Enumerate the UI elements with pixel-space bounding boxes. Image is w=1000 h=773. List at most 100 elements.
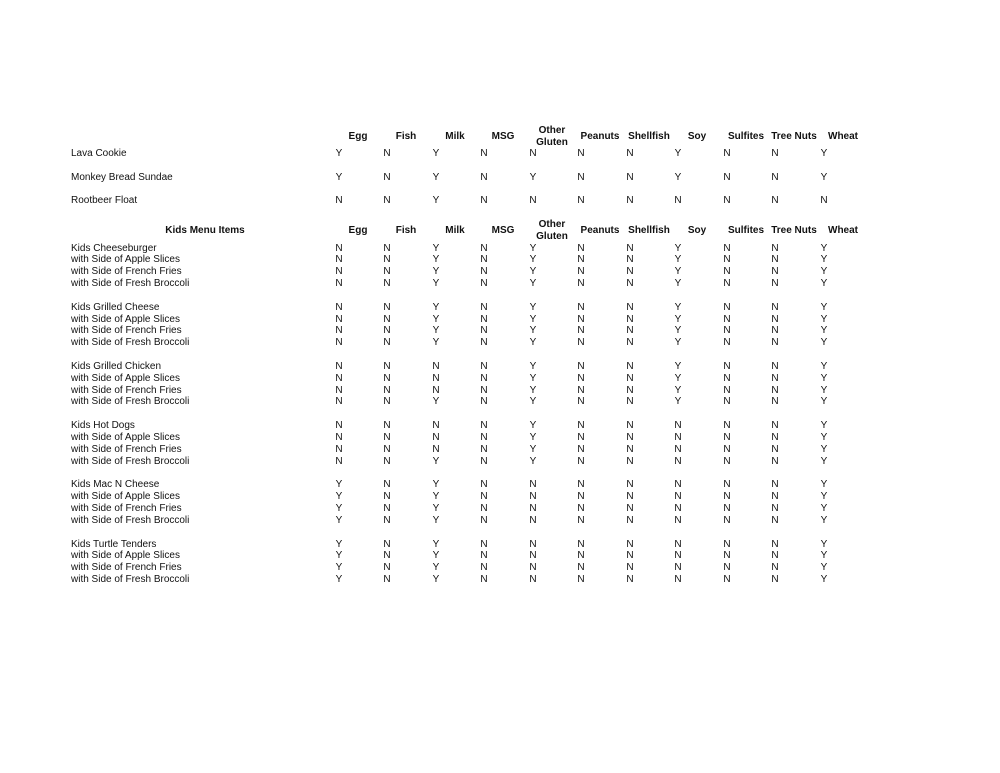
column-header: Wheat [828,225,858,236]
allergen-value: N [480,538,488,550]
allergen-value: N [480,431,488,443]
allergen-value: Y [529,313,537,325]
allergen-value: N [674,573,682,585]
allergen-value: N [529,573,537,585]
allergen-value: N [480,573,488,585]
allergen-value: N [335,266,343,278]
allergen-value: N [577,337,585,349]
allergen-value: Y [820,360,828,372]
allergen-value: N [529,550,537,562]
allergen-value: N [723,479,731,491]
allergen-value: N [771,538,779,550]
item-name: with Side of French Fries [71,384,182,396]
allergen-value: N [771,360,779,372]
allergen-value: Y [432,266,440,278]
allergen-value: N [626,171,634,183]
allergen-value: N [383,148,391,159]
allergen-value: N [335,313,343,325]
allergen-value: N [674,420,682,432]
allergen-value: N [577,562,585,574]
allergen-value: N [577,502,585,514]
allergen-value: N [771,573,779,585]
allergen-value: N [723,313,731,325]
allergen-value: N [335,360,343,372]
allergen-value: N [626,573,634,585]
allergen-value: Y [432,301,440,313]
allergen-value: N [723,360,731,372]
allergen-value: N [723,550,731,562]
allergen-value: Y [820,301,828,313]
allergen-value: N [529,562,537,574]
allergen-value: Y [820,325,828,337]
allergen-value: Y [674,337,682,349]
allergen-value: Y [820,514,828,526]
allergen-value: Y [529,242,537,254]
allergen-value: Y [820,337,828,349]
allergen-value: N [674,455,682,467]
allergen-value: N [771,384,779,396]
allergen-value: N [626,360,634,372]
allergen-value: N [626,277,634,289]
allergen-value: Y [432,502,440,514]
allergen-value: N [383,491,391,503]
allergen-value: N [723,242,731,254]
allergen-value: N [674,479,682,491]
allergen-value: Y [432,171,440,183]
allergen-value: Y [674,384,682,396]
allergen-value: N [723,372,731,384]
allergen-value: Y [529,266,537,278]
allergen-value: N [771,325,779,337]
allergen-value: Y [432,562,440,574]
item-name: with Side of Fresh Broccoli [71,455,190,467]
section-title: Kids Menu Items [165,225,245,236]
allergen-value: N [480,384,488,396]
allergen-value: Y [432,313,440,325]
item-name: with Side of Apple Slices [71,372,180,384]
allergen-value: Y [335,479,343,491]
allergen-value: N [626,301,634,313]
column-header: Soy [687,225,707,236]
allergen-value: N [577,301,585,313]
allergen-value: Y [820,254,828,266]
allergen-value: N [626,372,634,384]
allergen-value: N [626,384,634,396]
allergen-value: N [383,254,391,266]
allergen-value: N [383,562,391,574]
allergen-value: N [674,514,682,526]
allergen-value: N [383,372,391,384]
allergen-value: N [723,514,731,526]
allergen-value: N [335,325,343,337]
allergen-value: N [480,242,488,254]
allergen-value: N [577,573,585,585]
allergen-value: N [626,538,634,550]
allergen-value: N [723,148,731,159]
allergen-value: N [674,195,682,207]
allergen-value: Y [820,455,828,467]
allergen-value: Y [529,372,537,384]
allergen-value: N [335,372,343,384]
allergen-value: Y [432,195,440,207]
column-header: Fish [395,131,417,142]
allergen-value: N [335,277,343,289]
column-header: Sulfites [727,225,765,236]
allergen-value: N [529,514,537,526]
allergen-value: Y [674,313,682,325]
allergen-value: N [723,420,731,432]
allergen-value: N [335,301,343,313]
allergen-value: N [529,502,537,514]
allergen-value: N [480,325,488,337]
allergen-value: Y [335,538,343,550]
item-name: Monkey Bread Sundae [71,171,173,183]
allergen-value: Y [432,325,440,337]
allergen-value: N [723,573,731,585]
allergen-value: Y [820,491,828,503]
allergen-value: N [480,277,488,289]
allergen-value: N [771,242,779,254]
allergen-value: N [480,491,488,503]
allergen-value: N [674,538,682,550]
allergen-value: N [383,502,391,514]
allergen-value: Y [820,562,828,574]
allergen-value: N [674,550,682,562]
allergen-value: N [674,491,682,503]
column-header: Shellfish [628,131,670,142]
